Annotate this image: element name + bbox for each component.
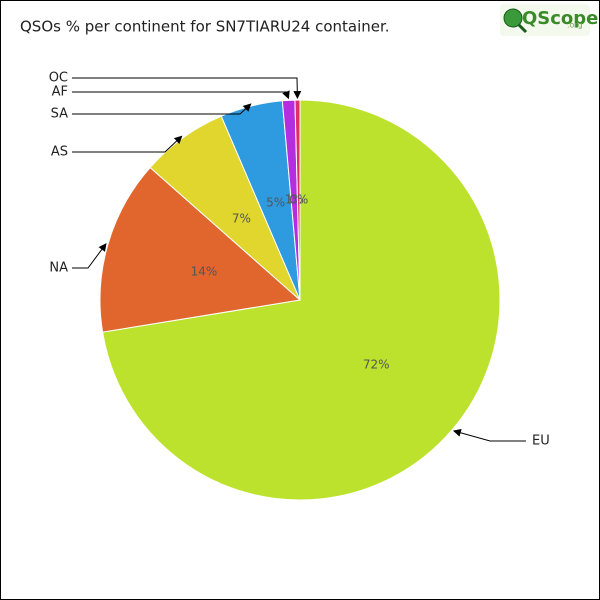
slice-percent: 0% bbox=[289, 193, 308, 207]
category-label: AS bbox=[51, 145, 68, 160]
leader-line bbox=[72, 243, 107, 269]
logo: QScope .org bbox=[500, 4, 598, 36]
slice-percent: 72% bbox=[363, 357, 390, 371]
leader-line bbox=[72, 103, 252, 115]
leader-line bbox=[72, 135, 183, 153]
logo-handle bbox=[517, 23, 528, 34]
chart-title: QSOs % per continent for SN7TIARU24 cont… bbox=[20, 18, 390, 36]
leader-line bbox=[72, 90, 290, 100]
slice-percent: 14% bbox=[191, 265, 218, 279]
leader-line bbox=[72, 77, 302, 100]
logo-icon bbox=[503, 8, 523, 28]
logo-text: QScope bbox=[522, 8, 598, 29]
leader-line bbox=[452, 428, 526, 442]
logo-suffix: .org bbox=[567, 21, 583, 30]
pie-slice bbox=[99, 166, 302, 333]
slice-percent: 5% bbox=[266, 196, 285, 210]
category-label: NA bbox=[49, 261, 68, 276]
pie-slice bbox=[294, 99, 301, 301]
pie-slice bbox=[102, 99, 501, 501]
category-label: SA bbox=[51, 107, 68, 122]
slice-percent: 7% bbox=[232, 211, 251, 225]
category-label: EU bbox=[532, 434, 550, 449]
category-label: AF bbox=[52, 85, 68, 100]
category-label: OC bbox=[49, 71, 68, 86]
